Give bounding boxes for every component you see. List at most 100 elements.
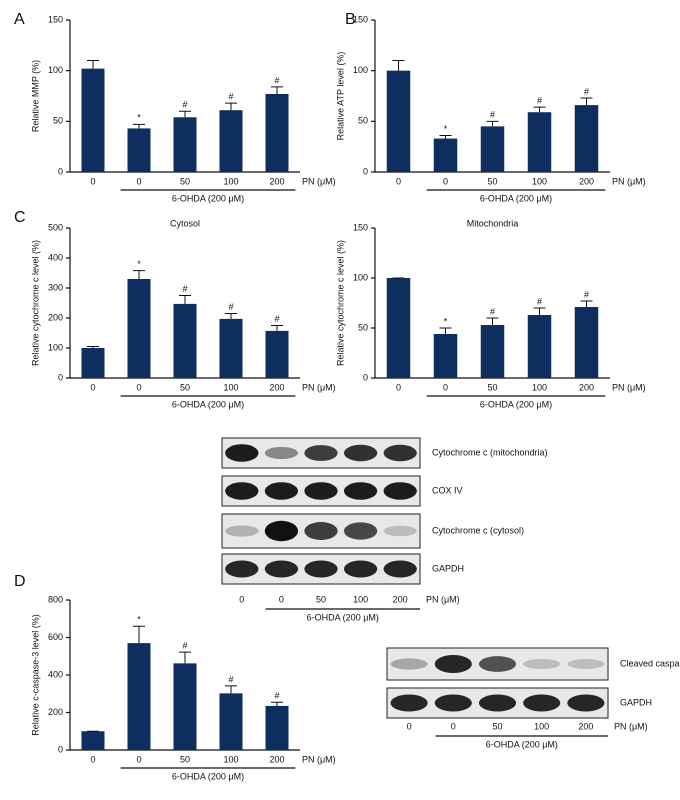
y-tick-label: 150	[48, 14, 63, 24]
significance-marker: #	[490, 110, 495, 120]
x-tick-label: 0	[136, 382, 141, 392]
significance-marker: #	[584, 289, 589, 299]
bar	[81, 348, 105, 378]
significance-marker: #	[182, 284, 187, 294]
lane-label: 200	[578, 721, 593, 731]
bar	[81, 68, 105, 172]
x-tick-label: 200	[269, 176, 284, 186]
y-tick-label: 300	[48, 282, 63, 292]
blot-band	[304, 560, 338, 578]
bar	[81, 731, 105, 750]
x-tick-label: 0	[90, 176, 95, 186]
y-tick-label: 100	[353, 272, 368, 282]
bar	[480, 325, 505, 378]
bar	[127, 128, 151, 172]
bar	[386, 278, 411, 378]
blot-band	[343, 560, 378, 578]
error-bar	[533, 307, 546, 315]
significance-marker: #	[274, 75, 279, 85]
significance-marker: *	[137, 113, 141, 123]
blot-band	[264, 520, 299, 542]
significance-marker: #	[228, 302, 233, 312]
blot-band	[383, 444, 417, 462]
x-tick-label: 50	[180, 754, 190, 764]
group-label: 6-OHDA (200 μM)	[486, 739, 558, 749]
error-bar	[271, 86, 283, 94]
x-tick-label: 200	[269, 382, 284, 392]
blot-row-label: Cytochrome c (mitochondria)	[432, 447, 548, 457]
x-unit-label: PN (μM)	[612, 176, 646, 186]
x-tick-label: 100	[532, 382, 547, 392]
bar	[219, 693, 243, 750]
y-tick-label: 500	[48, 222, 63, 232]
y-tick-label: 200	[48, 707, 63, 717]
x-tick-label: 50	[487, 382, 497, 392]
bar	[386, 70, 411, 172]
x-tick-label: 100	[223, 382, 238, 392]
x-unit-label: PN (μM)	[426, 594, 460, 604]
x-tick-label: 0	[396, 382, 401, 392]
blot-band	[304, 445, 338, 461]
y-axis-label: Relative c-caspase-3 level (%)	[30, 614, 40, 736]
blot-band	[304, 522, 338, 540]
significance-marker: #	[490, 306, 495, 316]
error-bar	[271, 325, 283, 331]
blot-band	[383, 525, 417, 537]
y-tick-label: 0	[363, 372, 368, 382]
x-tick-label: 0	[136, 176, 141, 186]
blot-band	[343, 482, 378, 500]
x-tick-label: 50	[180, 176, 190, 186]
bar	[433, 138, 458, 172]
blot-row-label: Cytochrome c (cytosol)	[432, 525, 524, 535]
blot-band	[434, 654, 472, 674]
x-unit-label: PN (μM)	[302, 382, 336, 392]
x-unit-label: PN (μM)	[612, 382, 646, 392]
x-tick-label: 0	[136, 754, 141, 764]
group-label: 6-OHDA (200 μM)	[172, 399, 244, 409]
blot-band	[523, 659, 561, 669]
y-tick-label: 0	[363, 166, 368, 176]
y-tick-label: 100	[48, 65, 63, 75]
y-tick-label: 200	[48, 312, 63, 322]
group-label: 6-OHDA (200 μM)	[307, 612, 379, 622]
y-tick-label: 150	[353, 14, 368, 24]
x-tick-label: 0	[90, 382, 95, 392]
lane-label: 0	[451, 721, 456, 731]
error-bar	[392, 60, 405, 71]
y-tick-label: 600	[48, 632, 63, 642]
error-bar	[133, 625, 145, 644]
lane-label: 100	[534, 721, 549, 731]
x-tick-label: 0	[90, 754, 95, 764]
lane-label: 0	[407, 721, 412, 731]
error-bar	[179, 295, 191, 304]
y-tick-label: 0	[58, 744, 63, 754]
panel-letter: A	[14, 11, 25, 28]
error-bar	[87, 346, 99, 348]
x-tick-label: 0	[443, 382, 448, 392]
blot-band	[225, 444, 259, 462]
x-unit-label: PN (μM)	[302, 176, 336, 186]
y-tick-label: 0	[58, 166, 63, 176]
error-bar	[486, 120, 499, 127]
error-bar	[580, 97, 593, 106]
error-bar	[580, 300, 593, 307]
bar	[433, 334, 458, 378]
blot-band	[264, 446, 299, 460]
lane-label: 100	[353, 594, 368, 604]
bar	[219, 110, 243, 172]
blot-band	[383, 482, 417, 500]
significance-marker: *	[444, 124, 448, 134]
error-bar	[133, 270, 145, 279]
x-tick-label: 200	[269, 754, 284, 764]
x-tick-label: 100	[532, 176, 547, 186]
y-axis-label: Relative MMP (%)	[30, 60, 40, 132]
bar	[480, 126, 505, 172]
x-unit-label: PN (μM)	[302, 754, 336, 764]
y-tick-label: 150	[353, 222, 368, 232]
error-bar	[439, 135, 452, 139]
bar	[173, 303, 197, 378]
bar	[527, 112, 552, 172]
significance-marker: #	[274, 314, 279, 324]
error-bar	[225, 313, 237, 319]
